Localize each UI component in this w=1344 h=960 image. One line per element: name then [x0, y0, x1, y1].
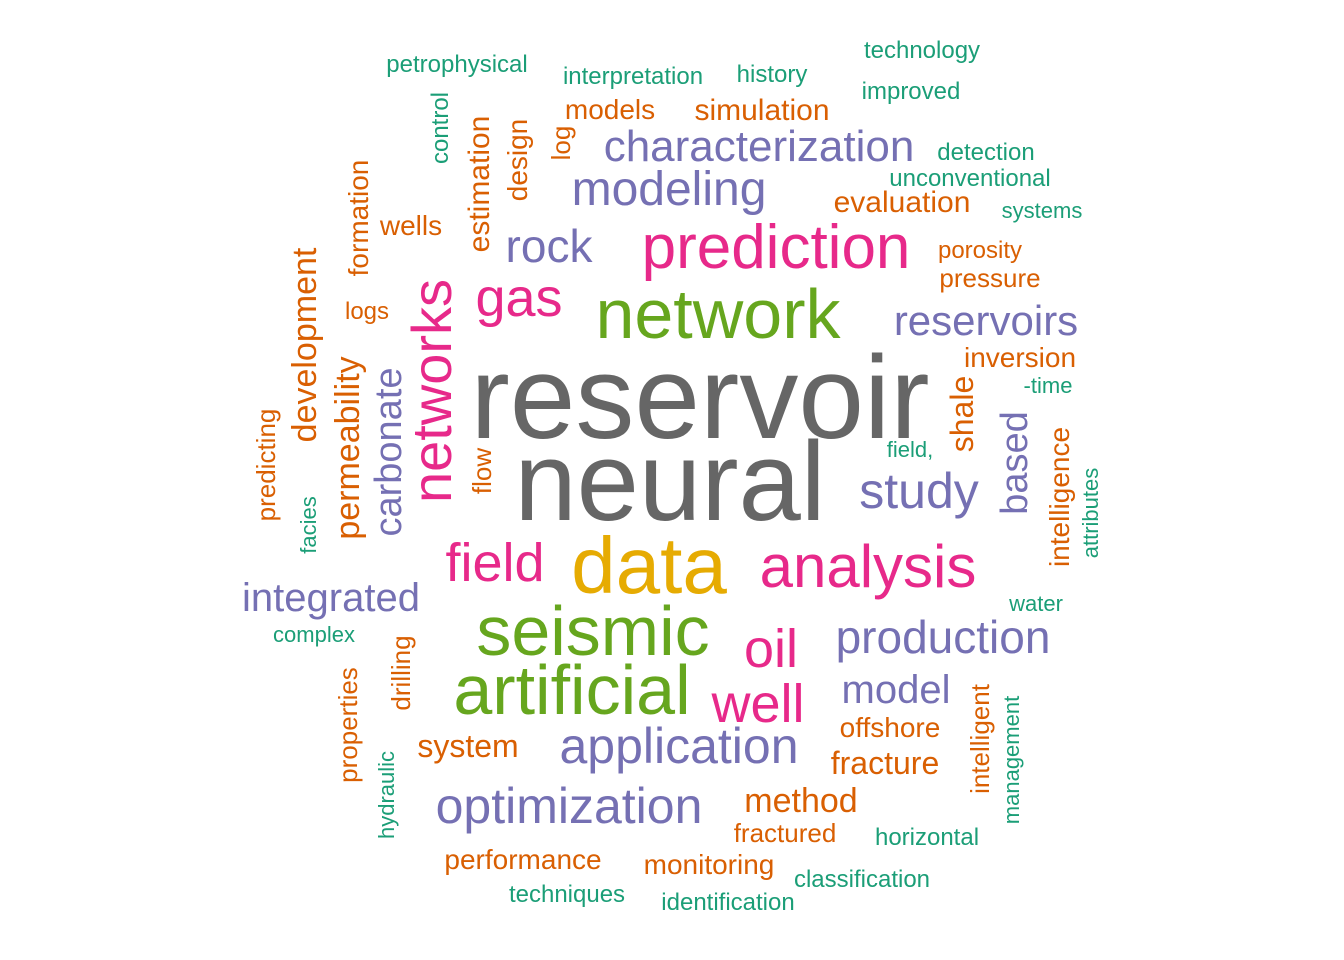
word-attributes: attributes [1078, 467, 1103, 559]
word-rock: rock [505, 220, 593, 272]
word-history: history [736, 61, 808, 88]
word-technology: technology [863, 37, 981, 64]
word-based: based [994, 411, 1036, 515]
word-complex: complex [273, 622, 355, 647]
word-carbonate: carbonate [368, 367, 410, 537]
word-reservoirs: reservoirs [893, 297, 1079, 344]
word-detection: detection [937, 139, 1035, 166]
word-estimation: estimation [463, 115, 496, 253]
word-pressure: pressure [939, 263, 1041, 293]
word-integrated: integrated [242, 576, 420, 620]
word-identification: identification [661, 889, 795, 916]
word-time: -time [1023, 373, 1073, 398]
word-networks: networks [400, 278, 463, 504]
word-techniques: techniques [508, 881, 626, 908]
word-study: study [859, 463, 979, 519]
word-petrophysical: petrophysical [386, 51, 528, 78]
word-system: system [417, 728, 519, 764]
word-properties: properties [333, 667, 363, 783]
word-reservoir: reservoir [470, 332, 930, 464]
word-model: model [841, 668, 951, 712]
word-performance: performance [444, 844, 602, 875]
word-improved: improved [861, 78, 961, 105]
word-models: models [564, 94, 656, 125]
word-gas: gas [475, 268, 563, 328]
word-fracture: fracture [830, 745, 940, 781]
word-hydraulic: hydraulic [374, 750, 399, 840]
word-flow: flow [467, 447, 497, 495]
word-log: log [546, 125, 576, 161]
word-offshore: offshore [839, 712, 941, 743]
word-development: development [286, 247, 324, 443]
word-artificial: artificial [453, 651, 691, 729]
word-method: method [744, 782, 858, 820]
word-shale: shale [944, 375, 980, 453]
word-inversion: inversion [963, 342, 1077, 373]
word-characterization: characterization [603, 122, 915, 171]
word-oil: oil [743, 619, 799, 679]
word-monitoring: monitoring [643, 849, 775, 880]
word-horizontal: horizontal [874, 824, 980, 851]
word-well: well [711, 674, 805, 734]
word-network: network [595, 275, 841, 353]
word-wells: wells [379, 210, 443, 241]
word-data: data [571, 521, 727, 610]
word-water: water [1009, 591, 1063, 616]
word-control: control [427, 91, 454, 165]
word-predicting: predicting [251, 408, 281, 522]
word-analysis: analysis [759, 533, 977, 600]
word-simulation: simulation [694, 94, 830, 127]
word-interpretation: interpretation [562, 63, 704, 90]
word-unconventional: unconventional [889, 165, 1051, 192]
word-fractured: fractured [733, 818, 837, 848]
word-systems: systems [1001, 198, 1083, 223]
word-optimization: optimization [435, 778, 703, 834]
word-porosity: porosity [937, 237, 1023, 264]
word-evaluation: evaluation [833, 186, 971, 219]
word-design: design [502, 118, 533, 202]
word-permeability: permeability [329, 356, 367, 540]
word-intelligence: intelligence [1044, 426, 1075, 568]
word-field: field, [886, 437, 934, 462]
word-management: management [999, 695, 1024, 825]
word-logs: logs [344, 298, 390, 325]
word-drilling: drilling [386, 635, 416, 711]
word-modeling: modeling [571, 163, 767, 216]
word-intelligent: intelligent [965, 684, 995, 794]
word-neural: neural [514, 419, 826, 544]
word-formation: formation [343, 159, 374, 277]
word-classification: classification [793, 866, 931, 893]
word-seismic: seismic [476, 592, 710, 670]
word-application: application [559, 718, 799, 774]
word-production: production [835, 611, 1051, 663]
word-field: field [445, 533, 545, 593]
word-facies: facies [296, 496, 321, 554]
word-prediction: prediction [641, 213, 911, 282]
